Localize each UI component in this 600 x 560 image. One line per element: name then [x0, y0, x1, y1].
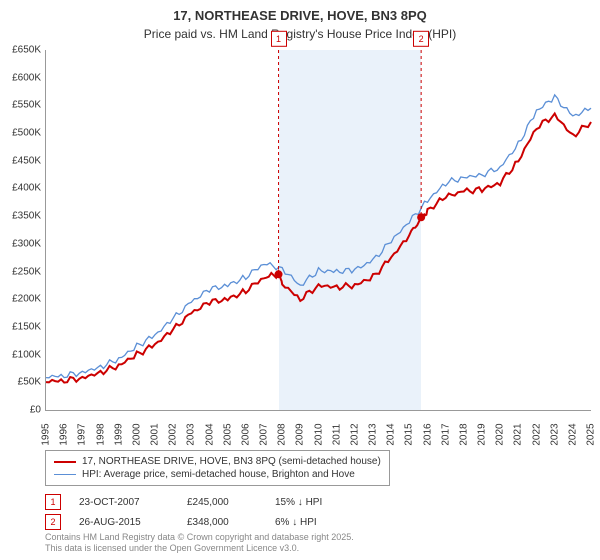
legend-swatch-hpi: [54, 474, 76, 475]
chart-plot-area: £0£50K£100K£150K£200K£250K£300K£350K£400…: [45, 50, 591, 411]
x-tick-label: 2017: [440, 423, 451, 445]
footer-license: This data is licensed under the Open Gov…: [45, 543, 354, 554]
x-tick-label: 2001: [150, 423, 161, 445]
y-tick-label: £350K: [1, 211, 41, 222]
y-tick-label: £650K: [1, 45, 41, 56]
y-tick-label: £0: [1, 405, 41, 416]
x-tick-label: 2002: [168, 423, 179, 445]
legend-label-hpi: HPI: Average price, semi-detached house,…: [82, 469, 355, 480]
sales-row-1: 1 23-OCT-2007 £245,000 15% ↓ HPI: [45, 492, 345, 512]
y-tick-label: £150K: [1, 321, 41, 332]
x-tick-label: 2021: [513, 423, 524, 445]
x-tick-label: 2018: [458, 423, 469, 445]
y-tick-label: £500K: [1, 128, 41, 139]
y-tick-label: £400K: [1, 183, 41, 194]
legend-label-property: 17, NORTHEASE DRIVE, HOVE, BN3 8PQ (semi…: [82, 456, 381, 467]
sale-diff-2: 6% ↓ HPI: [275, 517, 345, 528]
y-tick-label: £200K: [1, 294, 41, 305]
title-line1: 17, NORTHEASE DRIVE, HOVE, BN3 8PQ: [0, 0, 600, 25]
x-tick-label: 2013: [368, 423, 379, 445]
y-tick-label: £50K: [1, 377, 41, 388]
sales-table: 1 23-OCT-2007 £245,000 15% ↓ HPI 2 26-AU…: [45, 492, 345, 532]
x-tick-label: 2006: [240, 423, 251, 445]
sale-marker-badge-1: 1: [45, 494, 61, 510]
x-tick-label: 2015: [404, 423, 415, 445]
x-tick-label: 2016: [422, 423, 433, 445]
legend: 17, NORTHEASE DRIVE, HOVE, BN3 8PQ (semi…: [45, 450, 390, 486]
legend-row-hpi: HPI: Average price, semi-detached house,…: [54, 468, 381, 481]
x-tick-label: 2022: [531, 423, 542, 445]
x-tick-label: 2010: [313, 423, 324, 445]
y-tick-label: £100K: [1, 349, 41, 360]
series-hpi: [46, 95, 591, 378]
x-tick-label: 2020: [495, 423, 506, 445]
x-tick-label: 2024: [567, 423, 578, 445]
legend-row-property: 17, NORTHEASE DRIVE, HOVE, BN3 8PQ (semi…: [54, 455, 381, 468]
sales-row-2: 2 26-AUG-2015 £348,000 6% ↓ HPI: [45, 512, 345, 532]
sale-date-1: 23-OCT-2007: [79, 497, 169, 508]
sale-price-1: £245,000: [187, 497, 257, 508]
x-tick-label: 1999: [113, 423, 124, 445]
legend-swatch-property: [54, 461, 76, 463]
y-tick-label: £450K: [1, 155, 41, 166]
y-tick-label: £300K: [1, 238, 41, 249]
sale-marker-badge-2: 2: [45, 514, 61, 530]
x-tick-label: 2025: [586, 423, 597, 445]
y-tick-label: £250K: [1, 266, 41, 277]
x-tick-label: 2014: [386, 423, 397, 445]
chart-container: 17, NORTHEASE DRIVE, HOVE, BN3 8PQ Price…: [0, 0, 600, 560]
x-tick-label: 1998: [95, 423, 106, 445]
sale-price-2: £348,000: [187, 517, 257, 528]
x-tick-label: 1995: [41, 423, 52, 445]
x-tick-label: 2023: [549, 423, 560, 445]
sale-marker-1: 1: [271, 31, 287, 47]
footer-copyright: Contains HM Land Registry data © Crown c…: [45, 532, 354, 543]
chart-svg: [46, 50, 591, 410]
footer: Contains HM Land Registry data © Crown c…: [45, 532, 354, 554]
x-tick-label: 2000: [131, 423, 142, 445]
x-tick-label: 2012: [349, 423, 360, 445]
sale-marker-2: 2: [413, 31, 429, 47]
title-line2: Price paid vs. HM Land Registry's House …: [0, 25, 600, 41]
y-tick-label: £550K: [1, 100, 41, 111]
x-tick-label: 2008: [277, 423, 288, 445]
y-tick-label: £600K: [1, 72, 41, 83]
x-tick-label: 2003: [186, 423, 197, 445]
sale-date-2: 26-AUG-2015: [79, 517, 169, 528]
x-tick-label: 2009: [295, 423, 306, 445]
x-tick-label: 2011: [331, 424, 342, 446]
sale-diff-1: 15% ↓ HPI: [275, 497, 345, 508]
x-tick-label: 1997: [77, 423, 88, 445]
x-tick-label: 2019: [477, 423, 488, 445]
x-tick-label: 1996: [59, 423, 70, 445]
x-tick-label: 2004: [204, 423, 215, 445]
x-tick-label: 2007: [259, 423, 270, 445]
x-tick-label: 2005: [222, 423, 233, 445]
